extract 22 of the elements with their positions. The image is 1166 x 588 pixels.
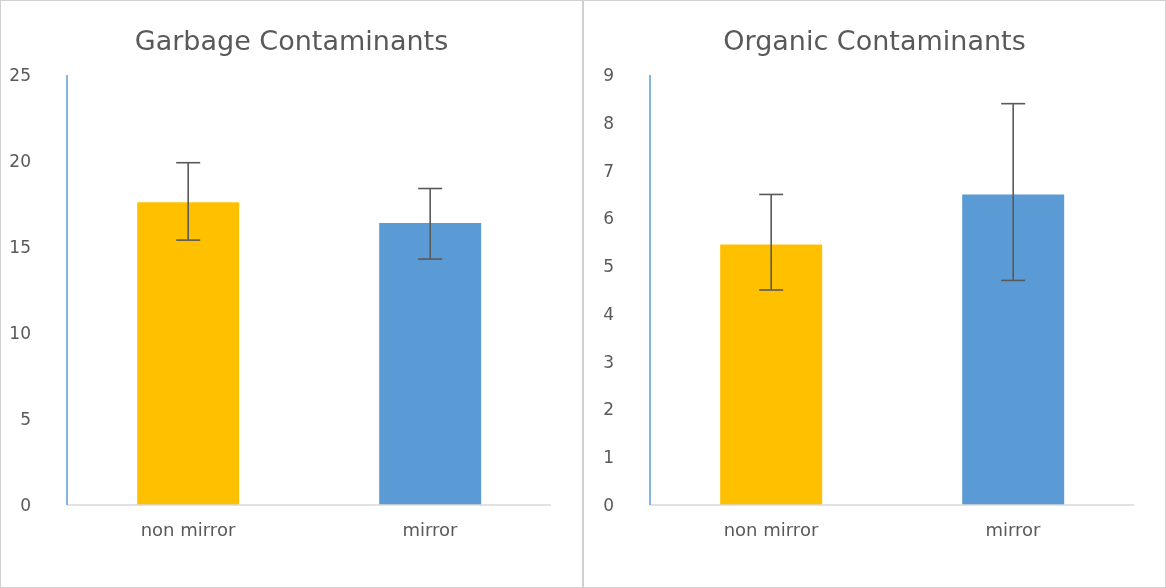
chart-title: Organic Contaminants bbox=[722, 25, 1027, 58]
y-tick-label: 9 bbox=[603, 65, 614, 86]
y-tick-label: 2 bbox=[603, 399, 614, 420]
x-tick-label: mirror bbox=[402, 518, 459, 540]
y-tick-label: 8 bbox=[603, 112, 614, 133]
y-tick-label: 0 bbox=[603, 495, 614, 516]
y-tick-label: 0 bbox=[20, 495, 31, 516]
y-tick-label: 15 bbox=[9, 237, 31, 258]
x-tick-label: non mirror bbox=[723, 518, 819, 540]
x-tick-label: mirror bbox=[985, 518, 1042, 540]
chart-title: Garbage Contaminants bbox=[133, 25, 450, 58]
y-tick-label: 3 bbox=[603, 351, 614, 372]
y-tick-label: 5 bbox=[20, 409, 31, 430]
y-tick-label: 4 bbox=[603, 303, 614, 324]
y-tick-label: 7 bbox=[603, 160, 614, 181]
x-tick-label: non mirror bbox=[140, 518, 236, 540]
y-tick-label: 1 bbox=[603, 447, 614, 468]
y-tick-label: 5 bbox=[603, 256, 614, 277]
y-tick-label: 25 bbox=[9, 65, 31, 86]
y-tick-label: 6 bbox=[603, 208, 614, 229]
y-tick-label: 20 bbox=[9, 151, 31, 172]
y-tick-label: 10 bbox=[9, 323, 31, 344]
